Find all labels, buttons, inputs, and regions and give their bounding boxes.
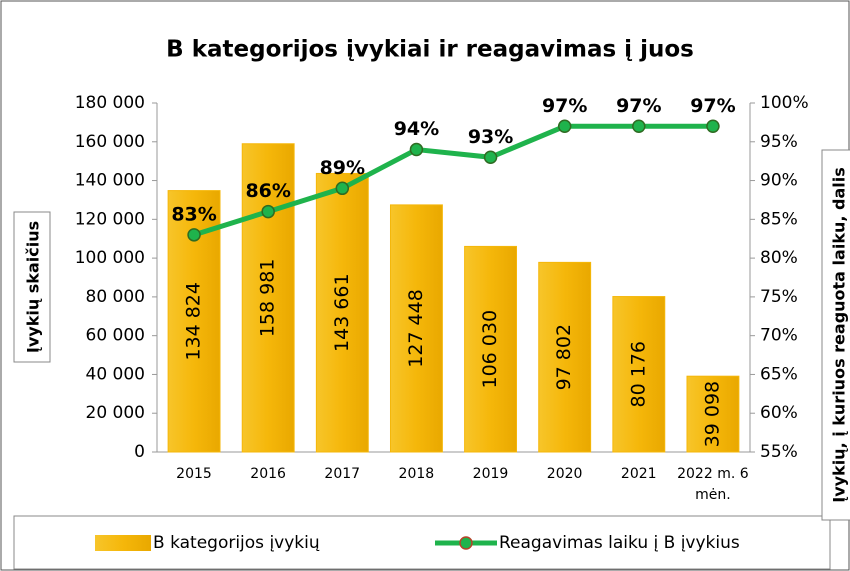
line-value-label: 86% <box>245 180 290 202</box>
y2-tick-label: 85% <box>760 209 798 229</box>
y-axis-title: Įvykių skaičius <box>24 221 43 353</box>
y2-tick-label: 90% <box>760 171 798 191</box>
y2-tick-label: 55% <box>760 442 798 462</box>
bar-value-label: 80 176 <box>627 341 649 407</box>
line-value-label: 89% <box>320 157 365 179</box>
line-marker <box>409 142 424 157</box>
bar-value-label: 106 030 <box>479 310 501 389</box>
y-tick-label: 140 000 <box>75 171 145 191</box>
x-tick-label: 2020 <box>546 466 583 482</box>
line-value-label: 97% <box>616 95 661 117</box>
line-value-label: 83% <box>171 203 216 225</box>
bar-value-label: 158 981 <box>257 259 279 338</box>
y2-tick-label: 65% <box>760 364 798 384</box>
line-value-label: 94% <box>394 118 439 140</box>
line-marker <box>187 228 201 242</box>
y2-tick-label: 75% <box>760 287 798 307</box>
bar-value-label: 134 824 <box>183 282 205 361</box>
bar <box>538 261 592 453</box>
y-tick-label: 60 000 <box>86 326 145 346</box>
y-tick-label: 40 000 <box>86 364 145 384</box>
y-tick-label: 20 000 <box>86 403 145 423</box>
legend-swatch <box>95 535 151 551</box>
bar <box>464 245 518 453</box>
x-tick-label: 2017 <box>324 466 361 482</box>
legend-label: B kategorijos įvykių <box>153 533 320 553</box>
bar <box>686 375 740 453</box>
y2-tick-label: 70% <box>760 326 798 346</box>
y2-title-box <box>821 149 850 521</box>
line-marker <box>632 119 646 134</box>
y-tick-label: 180 000 <box>75 93 145 113</box>
chart-title: B kategorijos įvykiai ir reagavimas į ju… <box>166 37 694 63</box>
y-tick-label: 160 000 <box>75 132 145 152</box>
x-tick-label: 2018 <box>398 466 435 482</box>
line-marker <box>483 150 498 165</box>
x-tick-label: 2016 <box>250 466 286 482</box>
x-tick-label: 2019 <box>472 466 509 482</box>
line-marker <box>557 119 572 134</box>
line-marker <box>706 119 720 134</box>
y2-axis-title: Įvykių, į kuriuos reaguota laiku, dalis <box>830 167 849 503</box>
bar-value-label: 143 661 <box>331 273 353 352</box>
x-tick-label: 2021 <box>620 466 657 482</box>
bar <box>241 143 295 453</box>
y-tick-label: 120 000 <box>75 209 145 229</box>
y2-tick-label: 60% <box>760 403 798 423</box>
y2-tick-label: 80% <box>760 248 798 268</box>
legend-marker <box>459 536 473 550</box>
line-value-label: 97% <box>690 95 735 117</box>
y-tick-label: 80 000 <box>86 287 145 307</box>
x-tick-label: 2022 m. 6 mėn. <box>677 466 749 503</box>
bar <box>315 172 369 453</box>
y-tick-label: 100 000 <box>75 248 145 268</box>
y2-tick-label: 95% <box>760 132 798 152</box>
bar-value-label: 127 448 <box>405 289 427 368</box>
y2-tick-label: 100% <box>760 93 809 113</box>
bar <box>389 204 443 453</box>
x-tick-label: 2015 <box>176 466 212 482</box>
y-title-box <box>13 211 51 363</box>
bar-value-label: 97 802 <box>553 324 575 390</box>
line-value-label: 93% <box>468 126 513 148</box>
bar <box>612 296 666 453</box>
line-value-label: 97% <box>542 95 587 117</box>
line-marker <box>335 181 350 196</box>
y-tick-label: 0 <box>134 442 145 462</box>
bar-value-label: 39 098 <box>701 381 723 447</box>
legend-label: Reagavimas laiku į B įvykius <box>499 533 740 553</box>
line-marker <box>261 204 275 219</box>
line <box>193 123 713 238</box>
